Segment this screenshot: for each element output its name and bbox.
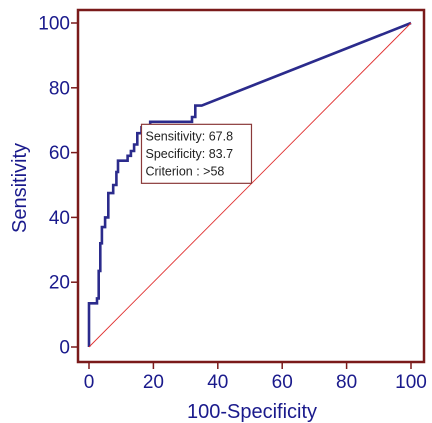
annotation-line: Criterion : >58 (145, 164, 224, 178)
y-axis-title: Sensitivity (9, 143, 31, 233)
y-tick-label: 0 (59, 338, 70, 359)
series-layer (89, 23, 411, 347)
y-tick-label: 60 (49, 143, 70, 164)
y-tick-label: 100 (38, 14, 70, 35)
x-tick-label: 40 (207, 372, 228, 393)
x-tick-label: 80 (336, 372, 357, 393)
axis-ticks: 0 20 40 60 80 100 0 20 40 60 80 100 (38, 14, 427, 394)
x-tick-label: 0 (84, 372, 95, 393)
y-tick-label: 40 (49, 208, 70, 229)
x-tick-label: 60 (272, 372, 293, 393)
criterion-annotation: Sensitivity: 67.8 Specificity: 83.7 Criter… (141, 124, 251, 183)
x-tick-label: 100 (395, 372, 427, 393)
x-tick-label: 20 (143, 372, 164, 393)
plot-frame (78, 10, 424, 362)
reference-diagonal-line (89, 23, 411, 347)
y-tick-label: 80 (49, 78, 70, 99)
x-axis-title: 100-Specificity (187, 401, 317, 423)
annotation-line: Specificity: 83.7 (145, 147, 233, 161)
y-tick-label: 20 (49, 273, 70, 294)
annotation-line: Sensitivity: 67.8 (145, 129, 233, 143)
